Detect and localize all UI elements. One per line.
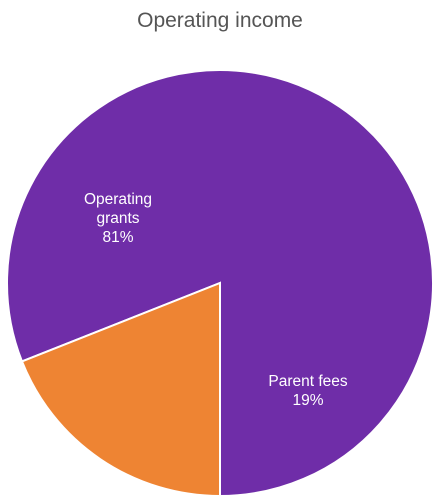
pie-slice-1 xyxy=(20,281,221,495)
pie-slice-label-0: Operating grants 81% xyxy=(84,191,152,246)
pie-slices xyxy=(6,69,434,495)
pie-slice-label-line: Parent fees xyxy=(268,373,348,390)
pie-slice-label-line: grants xyxy=(96,210,139,227)
pie-slice-label-line: 81% xyxy=(102,229,133,246)
pie-slice-label-line: 19% xyxy=(292,392,323,409)
pie-slice-label-line: Operating xyxy=(84,191,152,208)
pie-slice-labels: Operating grants 81% Parent fees 19% xyxy=(84,191,348,409)
chart-title: Operating income xyxy=(137,9,303,32)
pie-slice-label-1: Parent fees 19% xyxy=(268,373,348,409)
